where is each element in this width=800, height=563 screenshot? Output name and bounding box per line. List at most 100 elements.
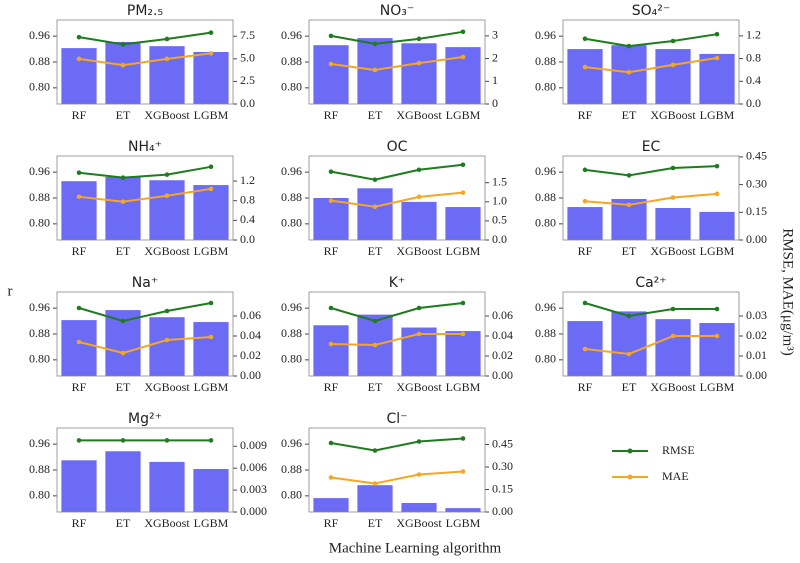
x-tick-label: LGBM	[446, 516, 481, 530]
axes-frame	[562, 155, 740, 241]
y-tick-label: 0.88	[281, 326, 302, 340]
y-tick-label: 0.96	[29, 28, 50, 42]
point	[328, 61, 334, 67]
x-tick-label: XGBoost	[396, 244, 442, 258]
point	[208, 438, 214, 443]
bar	[61, 48, 97, 104]
axes-frame	[308, 155, 486, 241]
y-tick-label: 0.88	[29, 326, 50, 340]
bar	[567, 49, 603, 104]
axes-frame	[308, 427, 486, 513]
point	[372, 342, 378, 348]
y-tick-label: 0.80	[281, 352, 302, 366]
y-tick-label: 0.88	[535, 190, 556, 204]
point	[626, 43, 632, 49]
line	[78, 165, 212, 179]
panel-title: SO₄²⁻	[632, 3, 671, 19]
point	[328, 305, 334, 311]
y-tick-label: 0.80	[29, 488, 50, 502]
y2-tick-label: 0.15	[746, 204, 767, 218]
point	[76, 339, 82, 345]
y2-tick-label: 0.06	[240, 308, 261, 322]
point	[582, 36, 588, 42]
point	[626, 69, 632, 75]
point	[208, 30, 214, 35]
line	[78, 302, 212, 323]
panel-title: K⁺	[389, 275, 406, 291]
bar	[699, 211, 735, 240]
y-tick-label: 0.96	[281, 300, 302, 314]
point	[460, 331, 466, 337]
x-tick-label: ET	[116, 516, 131, 530]
y-tick-label: 0.88	[29, 462, 50, 476]
legend-label: RMSE	[662, 443, 695, 457]
point	[582, 300, 588, 306]
y2-tick-label: 0.02	[746, 328, 767, 342]
x-tick-label: ET	[368, 244, 383, 258]
line	[78, 31, 212, 46]
y2-tick-label: 0.00	[492, 368, 513, 382]
point	[670, 62, 676, 68]
y-tick-label: 0.80	[535, 352, 556, 366]
point	[670, 165, 676, 171]
bar	[313, 325, 349, 376]
point	[328, 341, 334, 347]
panel-title: Na⁺	[132, 275, 158, 291]
y2-tick-label: 3	[492, 28, 498, 42]
point	[76, 194, 82, 200]
bar	[655, 319, 691, 376]
y2-tick-label: 0.4	[240, 212, 255, 226]
bar	[61, 320, 97, 376]
x-tick-label: ET	[622, 108, 637, 122]
point	[582, 198, 588, 204]
point	[372, 67, 378, 73]
axes-frame	[56, 427, 234, 513]
y2-tick-label: 0.0	[240, 232, 255, 246]
bar	[655, 208, 691, 240]
point	[372, 41, 378, 47]
bar	[567, 207, 603, 240]
bar	[445, 331, 481, 376]
y2-tick-label: 1	[492, 73, 498, 87]
bar	[699, 323, 735, 376]
point	[120, 438, 126, 443]
y2-tick-label: 5.0	[240, 51, 255, 65]
bar	[149, 461, 185, 512]
y2-tick-label: 0.003	[240, 482, 267, 496]
point	[460, 436, 466, 441]
x-tick-label: ET	[622, 380, 637, 394]
y2-tick-label: 0.5	[492, 213, 507, 227]
y2-tick-label: 0.00	[492, 504, 513, 518]
point	[670, 306, 676, 312]
y-tick-label: 0.88	[281, 462, 302, 476]
y-tick-label: 0.96	[29, 300, 50, 314]
y-tick-label: 0.88	[535, 54, 556, 68]
line	[330, 30, 464, 45]
point	[460, 29, 466, 35]
bar	[61, 460, 97, 512]
y2-tick-label: 0	[492, 96, 498, 110]
y2-tick-label: 0.04	[492, 328, 513, 342]
y-tick-label: 0.80	[535, 216, 556, 230]
bar	[699, 53, 735, 104]
axes-frame	[56, 19, 234, 105]
y2-tick-label: 0.006	[240, 460, 267, 474]
panel-title: Cl⁻	[386, 411, 407, 427]
line	[584, 302, 717, 318]
point	[416, 194, 422, 200]
point	[626, 351, 632, 357]
x-tick-label: XGBoost	[144, 108, 190, 122]
y2-tick-label: 0.009	[240, 438, 267, 452]
x-tick-label: RF	[578, 108, 593, 122]
y-tick-label: 0.88	[281, 190, 302, 204]
y-tick-label: 0.80	[281, 216, 302, 230]
y2-tick-label: 0.000	[240, 504, 267, 518]
x-tick-label: ET	[116, 108, 131, 122]
axes-frame	[308, 291, 486, 377]
point	[372, 481, 378, 486]
y-tick-label: 0.80	[29, 352, 50, 366]
y-tick-label: 0.96	[29, 164, 50, 178]
x-axis-label: Machine Learning algorithm	[329, 540, 502, 556]
point	[164, 438, 170, 443]
bar	[61, 181, 97, 240]
